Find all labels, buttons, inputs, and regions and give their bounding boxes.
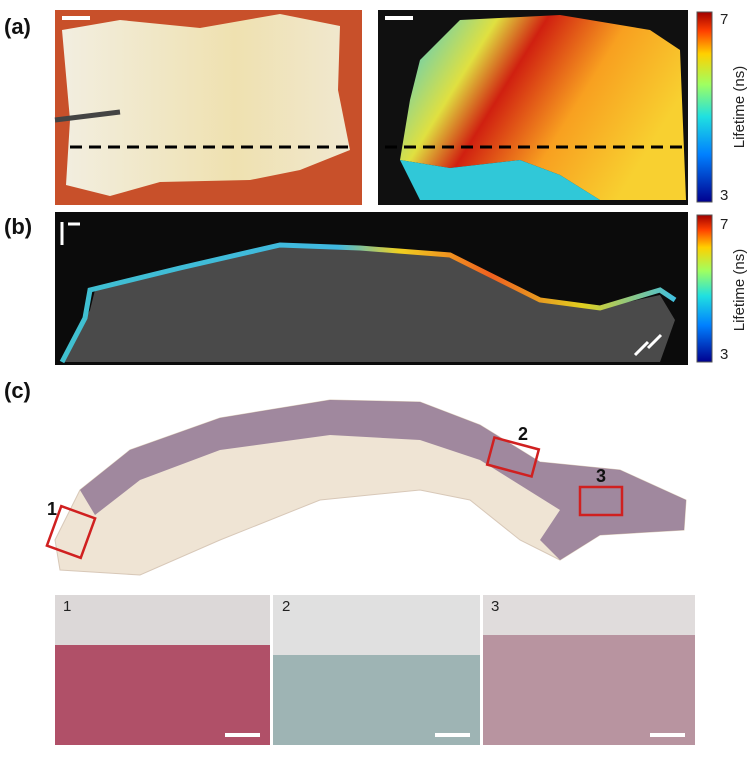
scale-bar (225, 733, 260, 737)
scale-bar (435, 733, 470, 737)
colorbar (697, 12, 712, 202)
colorbar-min: 3 (720, 346, 728, 363)
region-label: 1 (47, 499, 57, 519)
scale-bar (650, 733, 685, 737)
colorbar-min: 3 (720, 187, 728, 204)
scale-bar (62, 16, 90, 20)
inset-label: 1 (63, 598, 71, 615)
panel-label: (a) (4, 14, 31, 39)
colorbar-max: 7 (720, 11, 728, 28)
panel-label: (b) (4, 214, 32, 239)
inset-label: 2 (282, 598, 290, 615)
inset-label: 3 (491, 598, 499, 615)
colorbar-label: Lifetime (ns) (731, 249, 748, 332)
figure: 7 3 Lifetime (ns) 7 3 Lifetime (ns) 1 2 … (0, 0, 752, 769)
panel-label: (c) (4, 378, 31, 403)
scale-bar (385, 16, 413, 20)
region-label: 2 (518, 424, 528, 444)
colorbar-label: Lifetime (ns) (731, 66, 748, 149)
colorbar (697, 215, 712, 362)
colorbar-max: 7 (720, 216, 728, 233)
inset-top (273, 595, 480, 655)
region-label: 3 (596, 466, 606, 486)
inset-top (55, 595, 270, 645)
inset-top (483, 595, 695, 635)
